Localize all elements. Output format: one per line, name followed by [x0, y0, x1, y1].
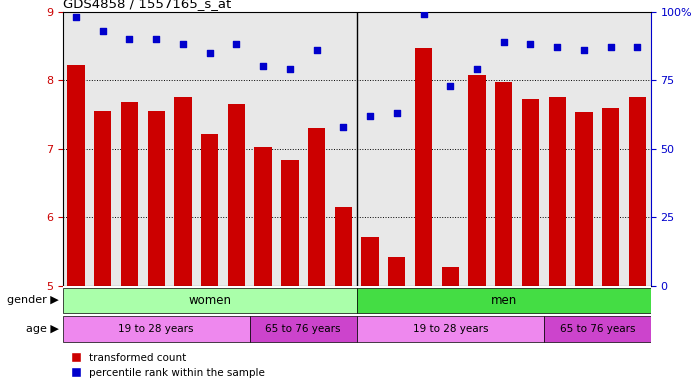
Bar — [121, 102, 139, 286]
Bar — [441, 267, 459, 286]
Text: gender ▶: gender ▶ — [8, 295, 59, 306]
Bar — [148, 111, 165, 286]
Bar — [68, 65, 85, 286]
Text: age ▶: age ▶ — [26, 324, 59, 334]
Bar — [522, 99, 539, 286]
Bar — [628, 97, 646, 286]
Text: men: men — [491, 294, 517, 307]
Point — [498, 39, 509, 45]
Bar — [250, 316, 356, 342]
Bar — [544, 316, 651, 342]
Point — [150, 36, 161, 42]
Bar — [575, 112, 592, 286]
Bar — [356, 288, 651, 313]
Point — [552, 44, 563, 50]
Text: 65 to 76 years: 65 to 76 years — [265, 324, 341, 334]
Bar — [174, 97, 191, 286]
Point — [338, 124, 349, 130]
Bar — [94, 111, 111, 286]
Bar — [63, 316, 250, 342]
Bar — [361, 237, 379, 286]
Point — [632, 44, 643, 50]
Text: GDS4858 / 1557165_s_at: GDS4858 / 1557165_s_at — [63, 0, 231, 10]
Point — [258, 63, 269, 70]
Bar — [468, 75, 486, 286]
Bar — [281, 161, 299, 286]
Point — [311, 47, 322, 53]
Text: 19 to 28 years: 19 to 28 years — [413, 324, 488, 334]
Point — [284, 66, 295, 72]
Point — [70, 14, 81, 20]
Bar — [63, 288, 356, 313]
Bar — [415, 48, 432, 286]
Point — [391, 110, 402, 116]
Point — [445, 83, 456, 89]
Point — [177, 41, 189, 48]
Bar — [335, 207, 352, 286]
Bar — [388, 257, 406, 286]
Point — [525, 41, 536, 48]
Bar — [495, 82, 512, 286]
Bar — [201, 134, 219, 286]
Point — [204, 50, 215, 56]
Bar — [548, 97, 566, 286]
Point — [231, 41, 242, 48]
Bar — [255, 147, 272, 286]
Bar — [308, 128, 325, 286]
Bar — [228, 104, 245, 286]
Legend: transformed count, percentile rank within the sample: transformed count, percentile rank withi… — [68, 349, 269, 382]
Bar — [602, 108, 619, 286]
Point — [471, 66, 482, 72]
Point — [124, 36, 135, 42]
Text: 65 to 76 years: 65 to 76 years — [560, 324, 635, 334]
Bar — [356, 316, 544, 342]
Point — [97, 28, 109, 34]
Point — [605, 44, 616, 50]
Point — [365, 113, 376, 119]
Point — [578, 47, 590, 53]
Point — [418, 11, 429, 17]
Text: 19 to 28 years: 19 to 28 years — [118, 324, 194, 334]
Text: women: women — [188, 294, 231, 307]
